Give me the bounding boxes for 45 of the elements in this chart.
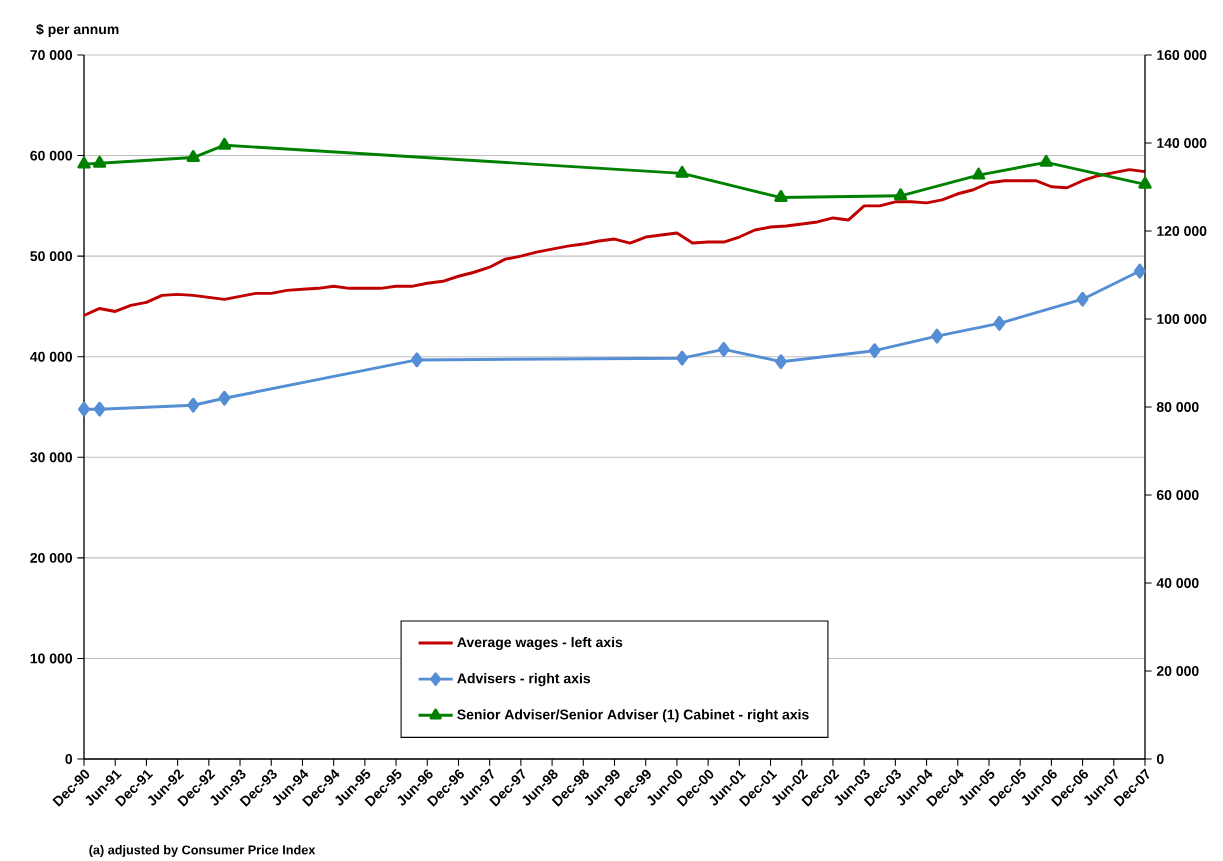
point <box>77 156 91 169</box>
y-tick-label: 40 000 <box>30 351 73 362</box>
y2-tick-label: 80 000 <box>1156 402 1199 412</box>
point <box>993 315 1006 331</box>
legend-label: Senior Adviser/Senior Adviser (1) Cabinet - right axis <box>457 709 809 723</box>
y-tick-label: 30 000 <box>30 452 73 463</box>
point <box>774 354 787 370</box>
y2-tick-label: 0 <box>1156 754 1164 764</box>
point <box>676 350 689 366</box>
point <box>1039 154 1053 167</box>
y-tick-label: 0 <box>65 754 73 764</box>
text: (a) adjusted by Consumer Price Index <box>89 845 316 857</box>
y-tick-label: 70 000 <box>30 50 73 60</box>
y2-tick-label: 60 000 <box>1156 490 1199 500</box>
point <box>186 150 200 162</box>
point <box>93 401 106 417</box>
point <box>971 167 986 180</box>
y-tick-label: 10 000 <box>30 653 73 664</box>
legend-label: Average wages - left axis <box>457 636 623 651</box>
point <box>675 165 689 178</box>
y-tick-label: 50 000 <box>30 251 73 262</box>
point <box>774 190 788 203</box>
y2-tick-label: 100 000 <box>1157 314 1207 324</box>
y2-tick-label: 160 000 <box>1157 50 1207 60</box>
y2-tick-label: 40 000 <box>1156 578 1199 588</box>
point <box>92 155 107 168</box>
y-tick-label: 20 000 <box>30 552 73 563</box>
point <box>78 401 90 417</box>
point <box>931 328 943 344</box>
legend-label: Advisers - right axis <box>457 673 591 687</box>
point <box>1133 263 1146 279</box>
point <box>893 188 908 201</box>
y-tick-label: 60 000 <box>30 150 73 161</box>
point <box>410 352 423 368</box>
point <box>1076 291 1089 307</box>
y2-tick-label: 140 000 <box>1157 138 1207 148</box>
point <box>717 341 730 357</box>
point <box>218 390 231 406</box>
y2-tick-label: 120 000 <box>1157 226 1207 236</box>
y2-tick-label: 20 000 <box>1156 666 1199 676</box>
point <box>187 397 200 413</box>
y-axis-title: $ per annum <box>36 23 119 37</box>
point <box>868 343 881 359</box>
point <box>1138 176 1152 189</box>
point <box>217 137 232 150</box>
